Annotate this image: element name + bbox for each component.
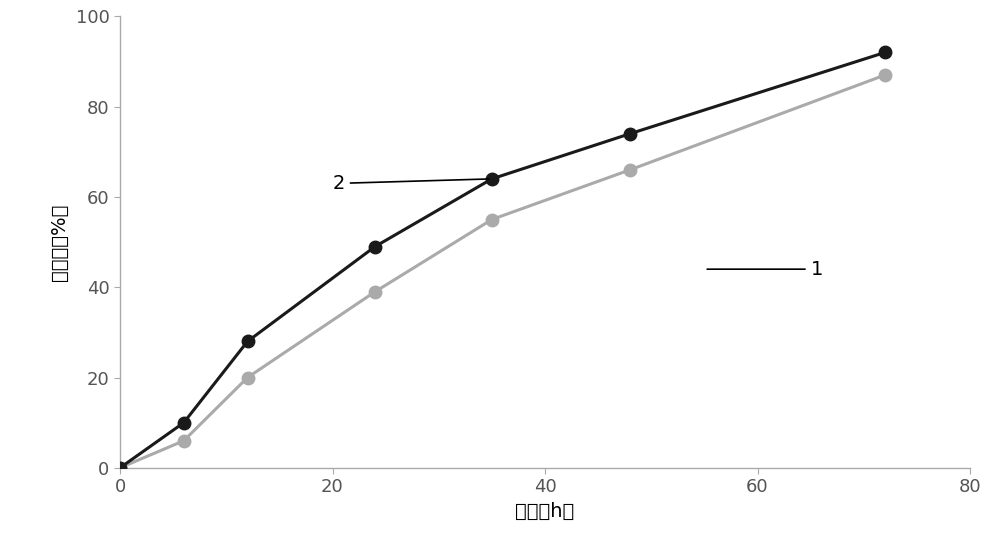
Text: 1: 1 xyxy=(707,259,823,279)
Text: 2: 2 xyxy=(332,174,489,193)
X-axis label: 时间（h）: 时间（h） xyxy=(515,502,575,521)
Y-axis label: 溢出度（%）: 溢出度（%） xyxy=(50,203,69,281)
